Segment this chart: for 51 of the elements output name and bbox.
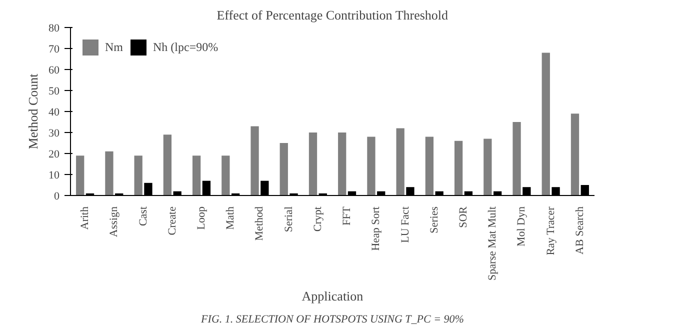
bar — [338, 132, 346, 196]
bar — [484, 138, 492, 196]
x-tick-label: Assign — [108, 206, 120, 238]
bar — [222, 156, 230, 196]
legend-label: Nm — [105, 40, 124, 54]
bar — [542, 52, 550, 196]
x-tick-label: Sparse Mat Mult — [486, 206, 499, 280]
bar — [250, 126, 259, 196]
bar — [308, 132, 318, 196]
bar — [396, 128, 404, 196]
x-tick-label: SOR — [458, 206, 470, 228]
x-tick-label: Heap Sort — [370, 206, 382, 251]
x-tick-label: Math — [224, 206, 237, 230]
y-tick-label: 60 — [48, 64, 60, 76]
bar — [512, 122, 521, 196]
x-tick-label: AB Search — [574, 206, 586, 254]
x-tick-label: Ray Tracer — [544, 206, 557, 256]
y-tick-label: 50 — [48, 86, 60, 98]
y-tick-label: 40 — [48, 106, 60, 118]
x-tick-label: Series — [428, 206, 440, 234]
y-tick-label: 10 — [48, 170, 60, 182]
bar — [425, 136, 434, 196]
x-tick-label: Cast — [137, 206, 150, 226]
y-axis-title: Method Count — [26, 73, 40, 150]
x-tick-label: Arith — [79, 206, 92, 230]
bar — [454, 140, 463, 196]
x-axis-title: Application — [302, 288, 364, 304]
x-tick-label: Crypt — [312, 206, 324, 232]
bar — [105, 151, 114, 196]
bar — [192, 156, 201, 196]
chart-title: Effect of Percentage Contribution Threshold — [216, 8, 449, 22]
bar — [367, 136, 376, 196]
x-tick-label: Mol Dyn — [516, 206, 528, 247]
y-tick-label: 70 — [48, 44, 60, 56]
y-tick-label: 20 — [48, 148, 60, 160]
bar — [163, 134, 172, 196]
x-tick-label: Loop — [196, 206, 208, 230]
caption: FIG. 1. SELECTION OF HOTSPOTS USING T_PC = 90% — [200, 314, 464, 326]
bar — [280, 143, 288, 196]
legend-label: Nh (lpc=90% — [153, 40, 218, 54]
x-tick-label: LU Fact — [399, 206, 412, 243]
y-tick-label: 80 — [48, 22, 60, 34]
bar — [76, 156, 84, 196]
x-tick-label: Serial — [282, 206, 295, 232]
bar — [134, 156, 142, 196]
y-tick-label: 30 — [48, 128, 60, 140]
bar — [570, 114, 580, 196]
y-tick-label: 0 — [54, 190, 60, 202]
x-tick-label: Create — [166, 206, 178, 236]
x-tick-label: FFT — [341, 206, 354, 226]
x-tick-label: Method — [254, 206, 266, 241]
